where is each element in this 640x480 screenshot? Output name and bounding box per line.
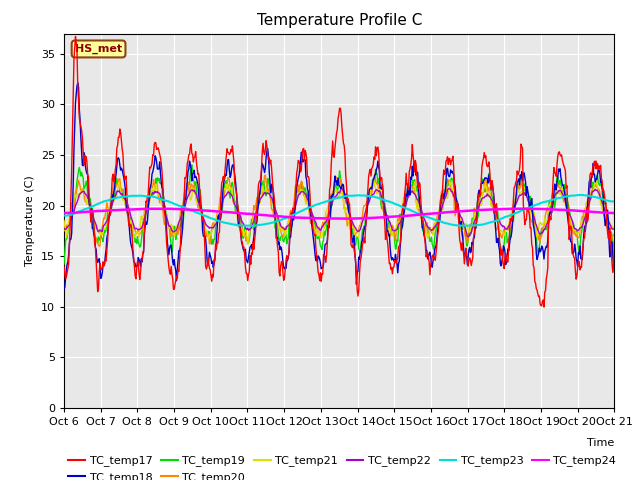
TC_temp24 — [127, 206, 134, 212]
Line: TC_temp17: TC_temp17 — [64, 36, 614, 307]
Line: TC_temp24: TC_temp24 — [64, 209, 614, 219]
TC_temp18 — [423, 248, 431, 253]
TC_temp20 — [70, 204, 78, 210]
Line: TC_temp19: TC_temp19 — [64, 165, 614, 264]
Line: TC_temp23: TC_temp23 — [64, 195, 614, 226]
TC_temp22 — [407, 190, 415, 195]
TC_temp21 — [423, 233, 431, 239]
TC_temp23 — [127, 193, 134, 199]
TC_temp24 — [70, 210, 78, 216]
TC_temp21 — [592, 176, 600, 181]
TC_temp23 — [463, 223, 470, 228]
TC_temp24 — [423, 211, 431, 217]
TC_temp20 — [424, 228, 431, 234]
TC_temp21 — [70, 195, 78, 201]
TC_temp22 — [127, 213, 134, 218]
TC_temp18 — [184, 177, 191, 182]
TC_temp18 — [407, 174, 415, 180]
TC_temp19 — [182, 189, 190, 195]
TC_temp17 — [70, 57, 78, 62]
TC_temp22 — [182, 197, 190, 203]
TC_temp18 — [70, 146, 78, 152]
TC_temp21 — [212, 219, 220, 225]
TC_temp22 — [465, 234, 472, 240]
Title: Temperature Profile C: Temperature Profile C — [257, 13, 422, 28]
TC_temp20 — [371, 170, 379, 176]
Line: TC_temp18: TC_temp18 — [64, 83, 614, 288]
TC_temp18 — [60, 286, 68, 291]
TC_temp17 — [72, 34, 79, 39]
TC_temp18 — [212, 239, 220, 244]
TC_temp22 — [212, 221, 220, 227]
TC_temp19 — [407, 184, 415, 190]
TC_temp21 — [127, 222, 134, 228]
TC_temp17 — [60, 264, 68, 269]
TC_temp22 — [611, 226, 618, 232]
Legend: TC_temp17, TC_temp18, TC_temp19, TC_temp20, TC_temp21, TC_temp22, TC_temp23, TC_: TC_temp17, TC_temp18, TC_temp19, TC_temp… — [64, 451, 621, 480]
TC_temp18 — [611, 268, 618, 274]
TC_temp19 — [70, 207, 78, 213]
TC_temp19 — [188, 162, 196, 168]
TC_temp21 — [60, 217, 68, 223]
TC_temp17 — [540, 304, 548, 310]
Line: TC_temp21: TC_temp21 — [64, 179, 614, 244]
TC_temp20 — [184, 180, 191, 186]
Y-axis label: Temperature (C): Temperature (C) — [26, 175, 35, 266]
TC_temp17 — [407, 161, 415, 167]
TC_temp20 — [127, 228, 135, 234]
TC_temp20 — [95, 243, 103, 249]
TC_temp19 — [212, 222, 220, 228]
TC_temp21 — [407, 184, 415, 190]
Line: TC_temp20: TC_temp20 — [64, 173, 614, 246]
TC_temp22 — [423, 222, 431, 228]
TC_temp22 — [60, 227, 68, 232]
TC_temp24 — [517, 206, 525, 212]
TC_temp22 — [70, 208, 78, 214]
TC_temp24 — [345, 216, 353, 222]
TC_temp23 — [212, 217, 220, 223]
TC_temp23 — [406, 207, 414, 213]
TC_temp20 — [408, 183, 415, 189]
Text: HS_met: HS_met — [75, 44, 122, 54]
TC_temp17 — [611, 247, 618, 253]
TC_temp20 — [212, 216, 220, 222]
TC_temp22 — [337, 185, 345, 191]
TC_temp21 — [182, 189, 190, 195]
TC_temp23 — [579, 192, 586, 198]
TC_temp18 — [127, 243, 135, 249]
TC_temp17 — [212, 247, 220, 252]
TC_temp24 — [212, 208, 220, 214]
TC_temp23 — [422, 214, 430, 219]
Text: Time: Time — [587, 438, 614, 448]
TC_temp24 — [611, 210, 618, 216]
Line: TC_temp22: TC_temp22 — [64, 188, 614, 237]
TC_temp19 — [423, 222, 431, 228]
TC_temp21 — [611, 224, 618, 230]
TC_temp21 — [244, 241, 252, 247]
TC_temp18 — [74, 80, 82, 86]
TC_temp19 — [611, 249, 618, 254]
TC_temp23 — [611, 198, 618, 204]
TC_temp23 — [60, 213, 68, 218]
TC_temp17 — [184, 161, 191, 167]
TC_temp23 — [182, 205, 190, 211]
TC_temp23 — [70, 211, 78, 216]
TC_temp24 — [60, 210, 68, 216]
TC_temp19 — [60, 261, 68, 267]
TC_temp19 — [127, 215, 134, 220]
TC_temp20 — [611, 234, 618, 240]
TC_temp20 — [60, 228, 68, 233]
TC_temp24 — [407, 213, 415, 218]
TC_temp17 — [423, 252, 431, 257]
TC_temp17 — [127, 224, 135, 230]
TC_temp24 — [182, 207, 190, 213]
